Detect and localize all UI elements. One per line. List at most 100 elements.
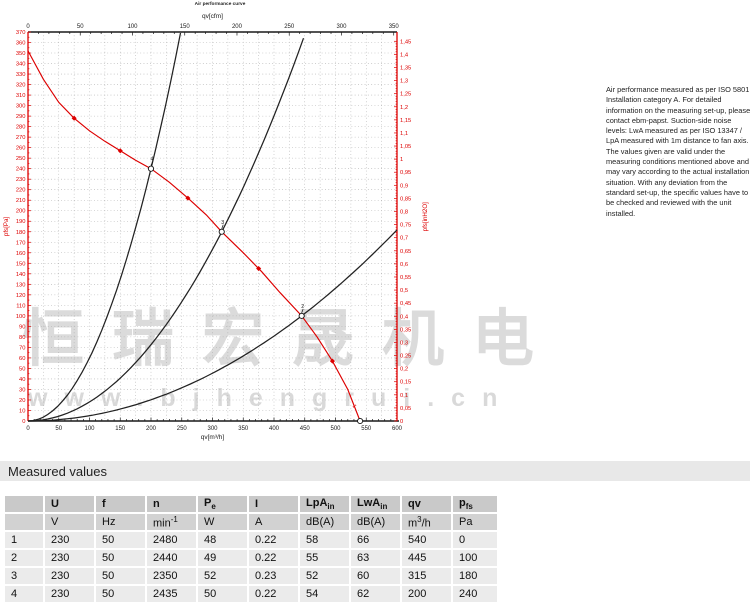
top-axis: 0 50 100 150 200 250 300 350 qv[cfm]	[26, 13, 399, 36]
svg-text:350: 350	[16, 51, 26, 57]
operating-point-4	[147, 165, 155, 172]
performance-chart: 0 50 100 150 200 250 300 350 qv[cfm] 0 50 100 150 200…	[0, 0, 440, 452]
table-cell: 58	[300, 532, 349, 548]
svg-text:1,25: 1,25	[400, 92, 411, 98]
svg-text:0,3: 0,3	[400, 340, 408, 346]
operating-point-2	[298, 312, 305, 319]
table-cell: 0.22	[249, 550, 298, 566]
bottom-axis: 0 50 100 150 200 250 300 350 400 450 500 550 600 qv[m…	[26, 417, 403, 441]
svg-text:0,2: 0,2	[400, 367, 408, 373]
svg-text:0,8: 0,8	[400, 210, 408, 216]
table-cell: 2480	[147, 532, 196, 548]
svg-text:1: 1	[351, 404, 358, 410]
svg-text:350: 350	[389, 24, 400, 30]
fan-curve	[27, 50, 361, 422]
svg-text:pfs[Pa]: pfs[Pa]	[3, 217, 10, 237]
svg-text:600: 600	[392, 426, 403, 432]
svg-text:1,4: 1,4	[400, 52, 409, 58]
system-curve-3	[27, 37, 305, 422]
table-cell	[5, 496, 43, 512]
right-axis: 0 0,05 0,1 0,15 0,2 0,25 0,3 0,35 0,4 0,45 0,5 0,55…	[394, 32, 429, 425]
svg-text:100: 100	[127, 24, 138, 30]
measured-values-title: Measured values	[8, 464, 107, 479]
table-cell: 100	[453, 550, 497, 566]
svg-text:320: 320	[16, 83, 26, 89]
operating-point-3	[218, 228, 225, 235]
svg-text:0: 0	[26, 426, 30, 432]
svg-text:0,35: 0,35	[400, 327, 411, 333]
curve-marker	[117, 148, 123, 154]
table-cell: 0	[453, 532, 497, 548]
svg-text:90: 90	[19, 324, 25, 330]
table-cell	[5, 514, 43, 530]
svg-text:450: 450	[300, 426, 311, 432]
svg-text:340: 340	[16, 62, 26, 68]
table-cell: 2440	[147, 550, 196, 566]
table-row: 1 230 50 2480 48 0.22 58 66 540 0	[5, 532, 497, 548]
svg-text:330: 330	[16, 72, 26, 78]
svg-text:0,9: 0,9	[400, 183, 408, 189]
svg-text:2: 2	[301, 304, 304, 310]
table-cell: 540	[402, 532, 451, 548]
table-cell: 2350	[147, 568, 196, 584]
table-cell: 4	[5, 586, 43, 602]
table-cell: 315	[402, 568, 451, 584]
svg-text:0,7: 0,7	[400, 236, 408, 242]
svg-text:550: 550	[361, 426, 372, 432]
svg-text:200: 200	[16, 209, 26, 215]
table-cell: dB(A)	[351, 514, 400, 530]
table-cell: U	[45, 496, 94, 512]
svg-text:1: 1	[400, 157, 403, 163]
table-cell: 445	[402, 550, 451, 566]
table-cell: 3	[5, 568, 43, 584]
table-cell: 50	[198, 586, 247, 602]
svg-text:250: 250	[284, 24, 295, 30]
table-cell: min-1	[147, 514, 196, 530]
table-cell: 240	[453, 586, 497, 602]
svg-text:3: 3	[221, 220, 224, 226]
table-cell: 50	[96, 568, 145, 584]
table-cell: m3/h	[402, 514, 451, 530]
svg-text:60: 60	[19, 356, 25, 362]
svg-text:qv[m³/h]: qv[m³/h]	[201, 434, 225, 441]
system-curve-4	[27, 32, 182, 422]
svg-text:1,2: 1,2	[400, 105, 408, 111]
svg-text:0,55: 0,55	[400, 275, 411, 281]
svg-text:0,65: 0,65	[400, 249, 411, 255]
table-cell: 2435	[147, 586, 196, 602]
left-axis: 0 10 20 30 40 50 60 70 80 90 100 110 120 130 140 150 160…	[3, 30, 31, 425]
svg-text:250: 250	[16, 156, 26, 162]
curve-marker	[256, 266, 262, 272]
table-cell: 63	[351, 550, 400, 566]
table-cell: 2	[5, 550, 43, 566]
svg-text:1,1: 1,1	[400, 131, 408, 137]
table-cell: I	[249, 496, 298, 512]
table-cell: 230	[45, 550, 94, 566]
svg-text:0,1: 0,1	[400, 393, 408, 399]
svg-text:260: 260	[16, 146, 26, 152]
table-cell: Pa	[453, 514, 497, 530]
table-cell: qv	[402, 496, 451, 512]
svg-text:0,5: 0,5	[400, 288, 408, 294]
svg-text:qv[cfm]: qv[cfm]	[202, 13, 223, 20]
svg-text:350: 350	[238, 426, 249, 432]
svg-text:290: 290	[16, 114, 26, 120]
table-cell: 52	[198, 568, 247, 584]
svg-text:0,85: 0,85	[400, 196, 411, 202]
watermark-url-text: www.bjhengrui.cn	[28, 384, 515, 412]
svg-text:50: 50	[55, 426, 62, 432]
svg-text:160: 160	[16, 251, 26, 257]
svg-text:20: 20	[19, 398, 25, 404]
svg-text:10: 10	[19, 408, 25, 414]
svg-text:300: 300	[207, 426, 218, 432]
svg-text:300: 300	[16, 104, 26, 110]
svg-text:190: 190	[16, 219, 26, 225]
svg-text:240: 240	[16, 167, 26, 173]
svg-text:1,45: 1,45	[400, 39, 411, 45]
measured-values-band: Measured values	[0, 461, 750, 481]
svg-text:300: 300	[336, 24, 347, 30]
svg-text:360: 360	[16, 41, 26, 47]
